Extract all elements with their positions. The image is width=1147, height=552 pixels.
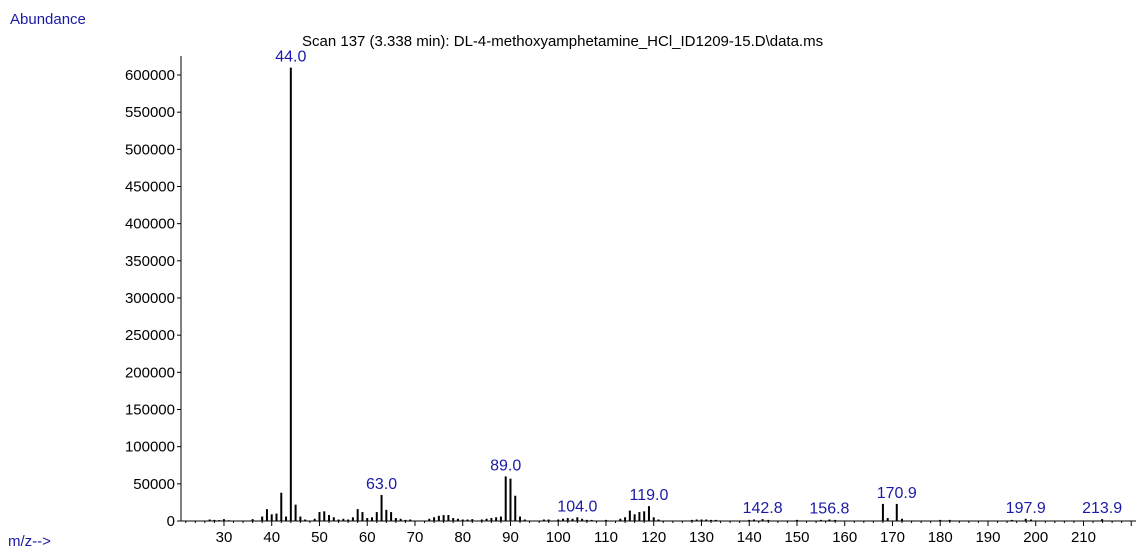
x-tick-label: 140: [737, 529, 762, 546]
peak-label: 197.9: [1006, 500, 1046, 517]
x-tick-label: 30: [216, 529, 233, 546]
x-axis-label: m/z-->: [8, 533, 51, 550]
x-tick-label: 90: [502, 529, 519, 546]
x-tick-label: 190: [975, 529, 1000, 546]
y-tick-label: 150000: [125, 402, 175, 419]
y-tick-label: 100000: [125, 439, 175, 456]
x-axis-ticks: 30 40 50 60 70 80 90 100 110 120 130 140 150 160 170 18…: [185, 521, 1132, 546]
y-axis-ticks: 0 50000 100000 150000 200000 250000 300000 3500…: [125, 67, 181, 530]
y-tick-label: 350000: [125, 253, 175, 270]
peak-label: 89.0: [490, 457, 521, 474]
x-tick-label: 170: [880, 529, 905, 546]
x-tick-label: 100: [546, 529, 571, 546]
x-tick-label: 70: [407, 529, 424, 546]
y-tick-label: 200000: [125, 364, 175, 381]
chart-title: Scan 137 (3.338 min): DL-4-methoxyamphet…: [302, 33, 823, 50]
y-tick-label: 300000: [125, 290, 175, 307]
y-tick-label: 500000: [125, 141, 175, 158]
y-tick-label: 250000: [125, 327, 175, 344]
peak-label: 44.0: [275, 49, 306, 66]
x-tick-label: 130: [689, 529, 714, 546]
peak-label: 156.8: [809, 501, 849, 518]
x-tick-label: 160: [832, 529, 857, 546]
x-tick-label: 40: [263, 529, 280, 546]
spectrum-peaks: [208, 67, 1104, 521]
y-tick-label: 50000: [133, 476, 175, 493]
y-tick-label: 0: [167, 513, 175, 530]
peak-label: 142.8: [743, 500, 783, 517]
peak-label: 104.0: [557, 498, 597, 515]
x-tick-label: 80: [454, 529, 471, 546]
y-axis-label: Abundance: [10, 11, 86, 28]
peak-label: 119.0: [630, 487, 669, 504]
x-tick-label: 150: [784, 529, 809, 546]
x-tick-label: 60: [359, 529, 376, 546]
y-tick-label: 400000: [125, 216, 175, 233]
peak-labels: 44.0 63.0 89.0 104.0 119.0 142.8 156.8 170.9 197…: [275, 49, 1122, 518]
x-tick-label: 120: [641, 529, 666, 546]
y-tick-label: 600000: [125, 67, 175, 84]
x-tick-label: 200: [1023, 529, 1048, 546]
x-tick-label: 50: [311, 529, 328, 546]
x-tick-label: 180: [928, 529, 953, 546]
peak-label: 170.9: [877, 485, 917, 502]
x-tick-label: 210: [1071, 529, 1096, 546]
peak-label: 63.0: [366, 476, 397, 493]
y-tick-label: 450000: [125, 179, 175, 196]
y-tick-label: 550000: [125, 104, 175, 121]
peak-label: 213.9: [1082, 500, 1122, 517]
x-tick-label: 110: [594, 529, 618, 546]
